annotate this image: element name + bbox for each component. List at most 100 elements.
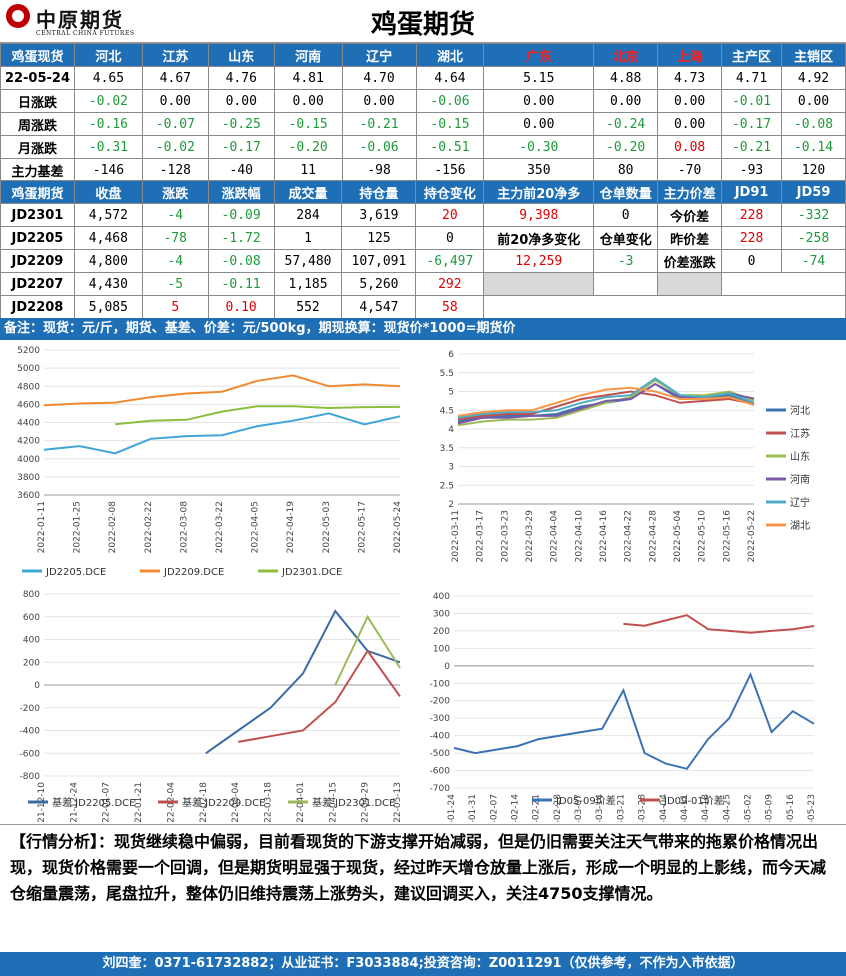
- futures-row: JD2301 4,572 -4 -0.09 284 3,619 20 9,398 0 今价差 228…: [0, 203, 846, 227]
- spot-col-header: 山东: [207, 43, 275, 67]
- futures-cell: -5: [141, 272, 209, 296]
- spot-col-header: 河北: [73, 43, 143, 67]
- futures-cell: 5: [141, 295, 209, 319]
- series-line: [623, 614, 815, 634]
- x-tick-label: 2022-05-03: [322, 501, 332, 553]
- spot-cell: 0.08: [657, 135, 723, 159]
- futures-cell: 284: [273, 203, 343, 227]
- x-tick-label: 2022-01-31: [468, 794, 478, 822]
- spot-cell: 0.00: [657, 112, 723, 136]
- futures-contract-label: JD2208: [0, 295, 75, 319]
- y-tick-label: 300: [433, 609, 450, 619]
- spot-col-header: 辽宁: [341, 43, 417, 67]
- x-tick-label: 2022-04-11: [680, 794, 690, 822]
- x-tick-label: 2022-04-28: [648, 510, 658, 563]
- x-tick-label: 2022-04-19: [286, 501, 296, 554]
- spot-cell: -0.08: [780, 112, 846, 136]
- futures-cell: 4,547: [341, 295, 417, 319]
- spot-cell: -146: [73, 158, 143, 182]
- spot-price-chart: 2 2.5 3 3.5 4 4.5 5 5.5 6 2022-03-11 2022-03-17 202…: [440, 350, 810, 563]
- futures-cell: -4: [141, 203, 209, 227]
- x-tick-label: 2022-03-29: [525, 510, 535, 563]
- x-tick-label: 2022-05-09: [765, 794, 775, 822]
- spot-cell: -0.02: [73, 89, 143, 113]
- x-tick-label: 2022-05-16: [722, 510, 732, 563]
- units-note: 备注：现货：元/斤，期货、基差、价差：元/500kg，期现换算：现货价*1000…: [0, 318, 846, 340]
- spread-chart-panel: -700 -600 -500 -400 -300 -200 -100 0 100 200 300 40…: [414, 582, 846, 846]
- y-tick-label: 3: [448, 463, 454, 473]
- x-tick-label: 2022-04-25: [722, 794, 732, 822]
- spot-cell: 350: [483, 158, 595, 182]
- futures-cell: 4,468: [73, 226, 143, 250]
- x-tick-label: 2022-05-23: [807, 794, 817, 822]
- spot-header-row: 鸡蛋现货 河北 江苏 山东 河南 辽宁 湖北 广东 北京 上海 主产区 主销区: [0, 43, 846, 67]
- legend-label: 基差 JD2301.DCE: [312, 796, 395, 809]
- spot-row-label: 周涨跌: [0, 112, 75, 136]
- spot-col-header: 主销区: [780, 43, 846, 67]
- futures-cell: 58: [415, 295, 485, 319]
- spot-cell: -0.16: [73, 112, 143, 136]
- page-title: 鸡蛋期货: [370, 10, 475, 40]
- legend-label: 基差 JD2205.DCE: [52, 796, 135, 809]
- x-tick-label: 2022-01-25: [73, 501, 83, 553]
- prev-spread-label: 昨价差: [657, 226, 723, 250]
- spot-cell: -0.15: [273, 112, 343, 136]
- futures-row: JD2208 5,085 5 0.10 552 4,547 58: [0, 295, 846, 319]
- x-tick-label: 2022-05-17: [357, 501, 367, 553]
- x-tick-label: 2022-02-28: [553, 794, 563, 822]
- x-tick-label: 2022-04-05: [251, 501, 261, 553]
- spot-cell: -0.14: [780, 135, 846, 159]
- futures-cell: -6,497: [415, 249, 485, 273]
- spot-cell: 11: [273, 158, 343, 182]
- x-tick-label: 2022-04-22: [624, 510, 634, 562]
- blank-cell: [483, 272, 595, 296]
- spot-cell: 4.67: [141, 66, 209, 90]
- series-line: [43, 412, 401, 455]
- spot-col-header: 北京: [593, 43, 659, 67]
- spot-cell: -98: [341, 158, 417, 182]
- spot-cell: 0.00: [341, 89, 417, 113]
- spot-cell: -0.17: [721, 112, 782, 136]
- futures-col-header: 仓单数量: [593, 180, 659, 204]
- spot-cell: 4.64: [415, 66, 485, 90]
- blank-cell: [657, 272, 723, 296]
- y-tick-label: -200: [20, 704, 41, 714]
- y-tick-label: -200: [430, 697, 451, 707]
- futures-col-header: 收盘: [73, 180, 143, 204]
- y-tick-label: 800: [23, 590, 40, 600]
- spot-cell: 0.00: [207, 89, 275, 113]
- y-tick-label: 4000: [17, 455, 40, 465]
- futures-row: JD2207 4,430 -5 -0.11 1,185 5,260 292: [0, 272, 846, 296]
- spot-col-header: 湖北: [415, 43, 485, 67]
- x-tick-label: 2022-03-17: [476, 510, 486, 562]
- x-tick-label: 2022-03-08: [179, 501, 189, 554]
- x-tick-label: 2022-05-02: [743, 794, 753, 822]
- spot-row: 主力基差 -146 -128 -40 11 -98 -156 350 80 -70 -93 120: [0, 158, 846, 182]
- x-tick-label: 2022-03-07: [574, 794, 584, 822]
- basis-chart: -800 -600 -400 -200 0 200 400 600 800 2021-12-10 2…: [20, 590, 403, 834]
- x-tick-label: 2022-03-21: [616, 794, 626, 822]
- legend-label: 湖北: [790, 520, 810, 532]
- spot-row: 月涨跌 -0.31 -0.02 -0.17 -0.20 -0.06 -0.51 -0.30 -0…: [0, 135, 846, 159]
- y-tick-label: 4600: [17, 400, 40, 410]
- y-tick-label: -300: [430, 714, 451, 724]
- futures-cell: -4: [141, 249, 209, 273]
- spot-cell: -128: [141, 158, 209, 182]
- basis-chart-panel: -800 -600 -400 -200 0 200 400 600 800 2021-12-10 2…: [0, 582, 410, 834]
- futures-cell: -0.09: [207, 203, 275, 227]
- futures-cell: 1: [273, 226, 343, 250]
- x-tick-label: 2022-05-24: [393, 501, 403, 554]
- y-tick-label: 6: [448, 350, 454, 360]
- futures-col-header: 成交量: [273, 180, 343, 204]
- y-tick-label: 200: [433, 627, 450, 637]
- futures-col-header: JD59: [781, 180, 846, 204]
- y-tick-label: 100: [433, 644, 450, 654]
- y-tick-label: 600: [23, 613, 40, 623]
- futures-cell: 4,800: [73, 249, 143, 273]
- blank-cell: [593, 272, 659, 296]
- futures-cell: 4,430: [73, 272, 143, 296]
- y-tick-label: -400: [20, 727, 41, 737]
- blank-cell: [483, 295, 846, 319]
- spot-cell: 0.00: [593, 89, 659, 113]
- y-tick-label: 0: [34, 681, 40, 691]
